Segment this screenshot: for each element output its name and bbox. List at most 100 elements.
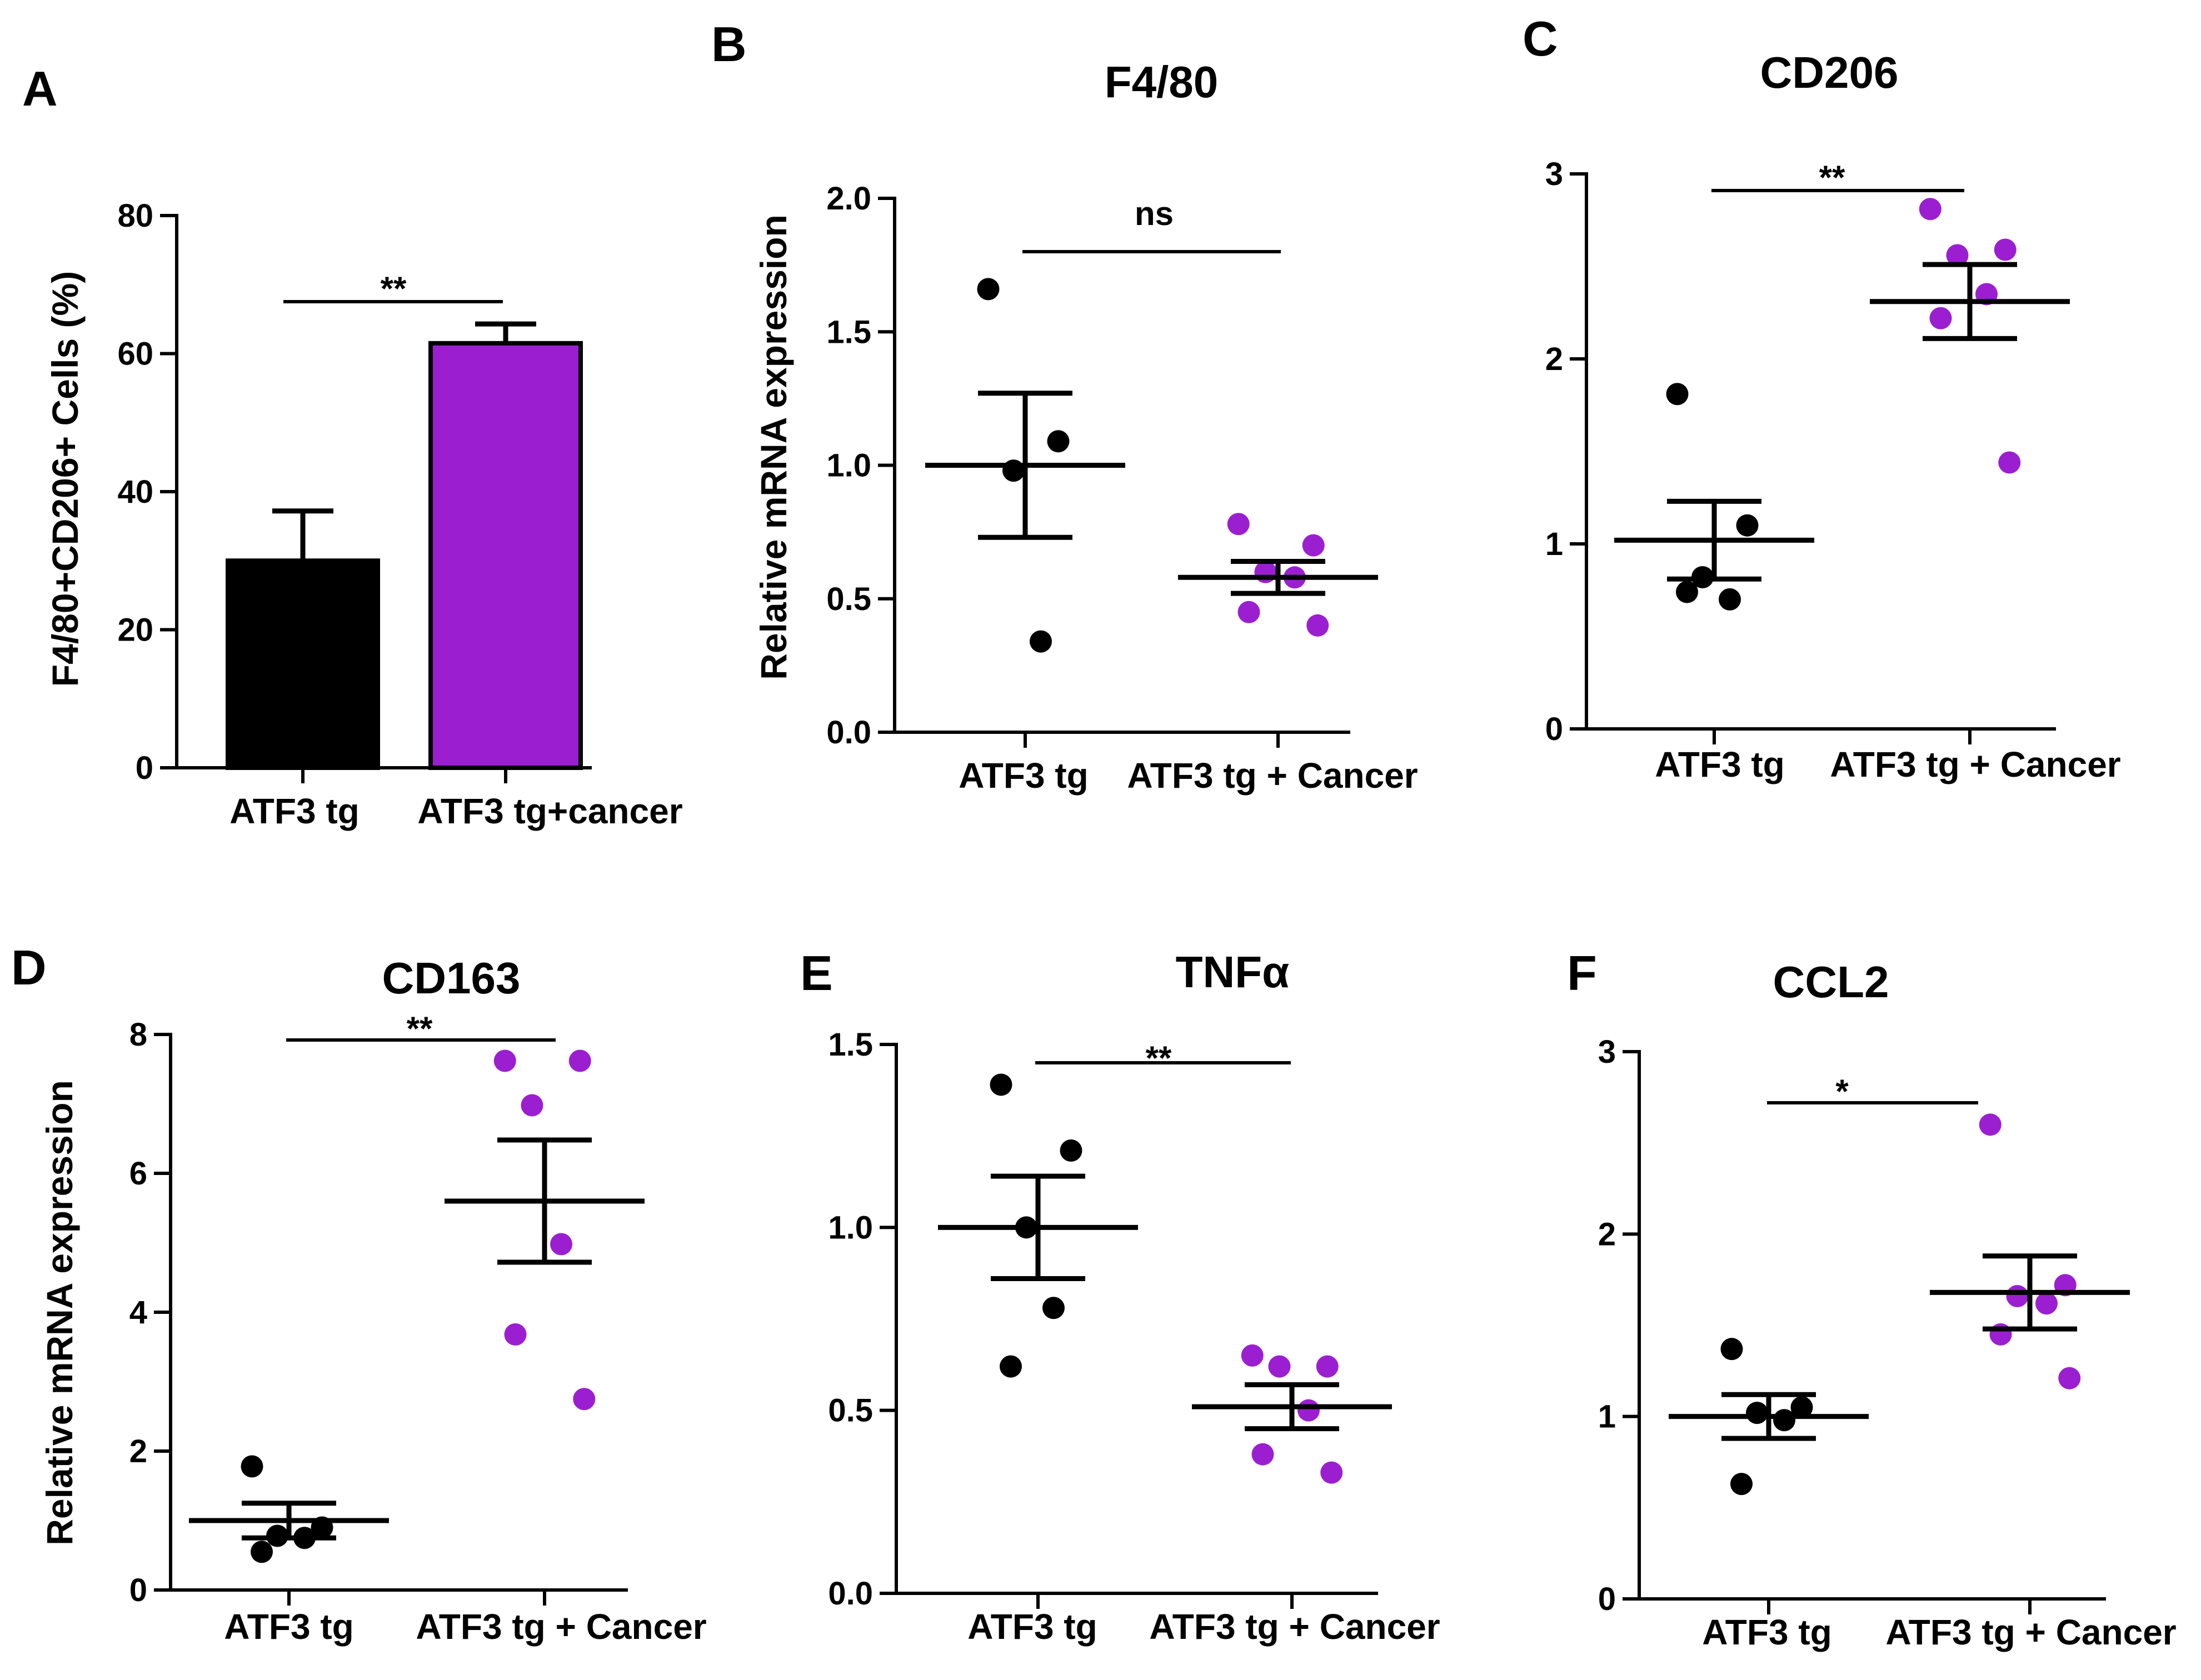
panel-b-ytick-label: 1.0 bbox=[826, 448, 871, 484]
panel-d-xcat-label: ATF3 tg bbox=[224, 1607, 353, 1647]
data-point bbox=[1919, 198, 1942, 221]
panel-e-ytick-label: 0.5 bbox=[828, 1393, 873, 1429]
panel-f-xcat-label: ATF3 tg bbox=[1702, 1612, 1831, 1652]
data-point bbox=[1979, 1113, 2002, 1136]
panel-b: B F4/80 Relative mRNA expression 0.0 0.5 1… bbox=[711, 17, 1418, 796]
data-point bbox=[251, 1541, 273, 1563]
panel-b-title: F4/80 bbox=[1105, 57, 1219, 107]
panel-c-title: CD206 bbox=[1760, 48, 1898, 97]
panel-b-ytick-label: 2.0 bbox=[826, 181, 871, 217]
panel-f: F CCL2 0 1 2 3 ATF3 tg ATF3 tg + Cancer * bbox=[1567, 946, 2177, 1652]
panel-letter-b: B bbox=[711, 17, 747, 72]
data-point bbox=[1790, 1396, 1813, 1419]
data-point bbox=[1060, 1139, 1082, 1162]
panel-b-ytick-label: 1.5 bbox=[826, 314, 871, 350]
data-point bbox=[493, 1049, 516, 1072]
data-point bbox=[1237, 601, 1260, 623]
panel-a-ytick-label: 0 bbox=[136, 750, 153, 786]
data-point bbox=[1306, 614, 1329, 637]
data-point bbox=[1241, 1344, 1264, 1367]
data-point bbox=[977, 278, 1000, 301]
data-point bbox=[1998, 451, 2021, 474]
data-point bbox=[1994, 238, 2017, 261]
panel-d-ytick-label: 2 bbox=[129, 1433, 147, 1469]
panel-b-xcat-label: ATF3 tg bbox=[959, 756, 1088, 796]
data-point bbox=[1929, 307, 1952, 329]
panel-f-xcat-label: ATF3 tg + Cancer bbox=[1885, 1612, 2176, 1652]
data-point bbox=[1000, 1355, 1022, 1378]
panel-d-ytick-label: 8 bbox=[129, 1017, 147, 1053]
panel-b-ytick-label: 0.5 bbox=[826, 581, 871, 617]
data-point bbox=[1316, 1355, 1339, 1378]
data-point bbox=[2058, 1367, 2081, 1389]
data-point bbox=[573, 1388, 596, 1411]
data-point bbox=[1047, 430, 1070, 453]
panel-f-ytick-label: 3 bbox=[1598, 1034, 1616, 1070]
panel-b-ylabel: Relative mRNA expression bbox=[753, 214, 794, 680]
data-point bbox=[2006, 1284, 2029, 1307]
panel-c-xcat-label: ATF3 tg + Cancer bbox=[1830, 744, 2120, 784]
panel-e-xcat-label: ATF3 tg bbox=[967, 1607, 1097, 1647]
panel-a-ylabel: F4/80+CD206+ Cells (%) bbox=[44, 271, 86, 687]
panel-letter-d: D bbox=[11, 940, 47, 995]
panel-b-ytick-label: 0.0 bbox=[826, 714, 871, 751]
panel-f-significance: * bbox=[1835, 1073, 1849, 1110]
data-point bbox=[1719, 588, 1741, 611]
panel-c-xcat-label: ATF3 tg bbox=[1655, 744, 1784, 784]
panel-e-xcat-label: ATF3 tg + Cancer bbox=[1149, 1607, 1440, 1647]
bar bbox=[428, 341, 583, 770]
panel-a-xcat-label: ATF3 tg bbox=[229, 791, 359, 831]
panel-c-ytick-label: 3 bbox=[1545, 156, 1563, 192]
panel-d-ytick-label: 4 bbox=[129, 1294, 147, 1331]
bar bbox=[226, 558, 380, 770]
panel-d-xcat-label: ATF3 tg + Cancer bbox=[416, 1607, 706, 1647]
data-point bbox=[1730, 1473, 1753, 1496]
panel-d-ytick-label: 0 bbox=[129, 1572, 147, 1608]
data-point bbox=[990, 1073, 1012, 1096]
data-point bbox=[241, 1455, 263, 1478]
panel-b-xcat-label: ATF3 tg + Cancer bbox=[1127, 756, 1418, 796]
panel-b-significance: ns bbox=[1135, 195, 1174, 232]
panel-d-ylabel: Relative mRNA expression bbox=[39, 1080, 80, 1546]
panel-c-ytick-label: 2 bbox=[1545, 341, 1563, 377]
panel-f-ytick-label: 2 bbox=[1598, 1216, 1616, 1252]
panel-e-title: TNFα bbox=[1176, 947, 1290, 997]
panel-f-ytick-label: 1 bbox=[1598, 1399, 1616, 1435]
panel-a-ytick-label: 60 bbox=[117, 336, 153, 372]
panel-c-significance: ** bbox=[1819, 159, 1845, 196]
data-point bbox=[1227, 513, 1250, 536]
panel-letter-e: E bbox=[800, 946, 833, 1001]
data-point bbox=[1773, 1409, 1795, 1432]
panel-e-ytick-label: 0.0 bbox=[828, 1576, 873, 1612]
data-point bbox=[504, 1323, 527, 1346]
data-point bbox=[1736, 514, 1759, 537]
panel-a: A F4/80+CD206+ Cells (%) 0 20 40 60 80 ATF3 … bbox=[22, 61, 683, 831]
data-point bbox=[1720, 1338, 1743, 1361]
data-point bbox=[1302, 534, 1325, 557]
data-point bbox=[1676, 581, 1698, 603]
panel-d-title: CD163 bbox=[382, 953, 520, 1003]
data-point bbox=[550, 1233, 572, 1256]
panel-letter-a: A bbox=[22, 61, 58, 116]
data-point bbox=[1030, 630, 1052, 653]
data-point bbox=[1268, 1355, 1291, 1378]
data-point bbox=[1666, 383, 1689, 406]
panel-a-xcat-label: ATF3 tg+cancer bbox=[417, 791, 682, 831]
panel-f-title: CCL2 bbox=[1773, 957, 1889, 1007]
panel-d: D CD163 Relative mRNA expression 0 2 4 6 8 A… bbox=[11, 940, 707, 1647]
data-point bbox=[568, 1049, 591, 1072]
data-point bbox=[2035, 1292, 2058, 1315]
data-point bbox=[1320, 1461, 1343, 1484]
panel-letter-c: C bbox=[1523, 11, 1558, 66]
panel-e: E TNFα 0.0 0.5 1.0 1.5 ATF3 tg ATF3 tg + Can… bbox=[800, 946, 1440, 1647]
panel-a-ytick-label: 20 bbox=[117, 612, 153, 648]
panel-e-ytick-label: 1.5 bbox=[828, 1027, 873, 1063]
panel-d-significance: ** bbox=[407, 1010, 433, 1047]
data-point bbox=[1746, 1402, 1768, 1424]
panel-f-ytick-label: 0 bbox=[1598, 1581, 1616, 1617]
panel-c-ytick-label: 0 bbox=[1545, 711, 1563, 747]
data-point bbox=[1042, 1297, 1065, 1319]
panel-d-ytick-label: 6 bbox=[129, 1156, 147, 1192]
panel-c: C CD206 0 1 2 3 ATF3 tg ATF3 tg + Cancer ** bbox=[1523, 11, 2121, 784]
data-point bbox=[1251, 1443, 1274, 1466]
